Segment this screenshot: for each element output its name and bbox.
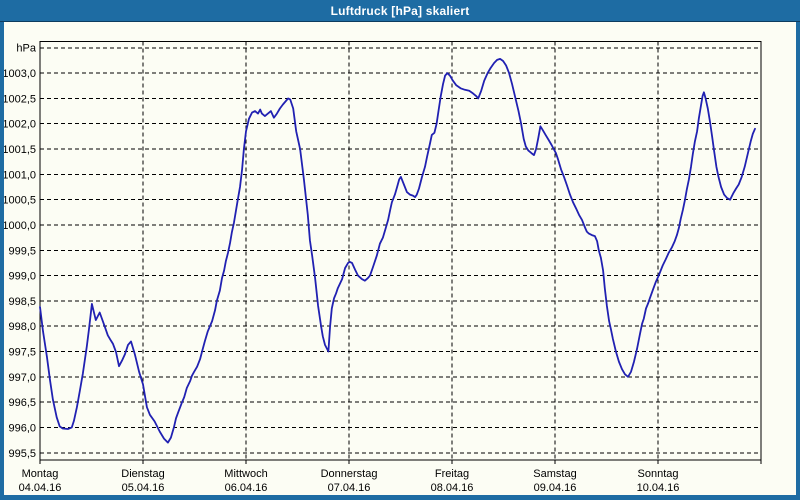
window-border-right <box>796 22 800 500</box>
y-tick-label: 998,0 <box>8 321 36 333</box>
y-tick-label: 995,5 <box>8 448 36 460</box>
y-tick-label: 997,5 <box>8 347 36 359</box>
y-tick-label: 998,5 <box>8 296 36 308</box>
x-day-label: Samstag <box>533 468 576 480</box>
x-day-label: Dienstag <box>121 468 164 480</box>
x-date-label: 10.04.16 <box>637 482 680 494</box>
x-date-label: 05.04.16 <box>122 482 165 494</box>
window-border-bottom <box>0 495 800 500</box>
y-tick-label: 1002,5 <box>2 93 36 105</box>
x-date-label: 09.04.16 <box>534 482 577 494</box>
y-tick-label: 1002,0 <box>2 119 36 131</box>
y-tick-label: 997,0 <box>8 372 36 384</box>
y-tick-label: 1000,0 <box>2 220 36 232</box>
window-title: Luftdruck [hPa] skaliert <box>330 3 470 18</box>
x-day-label: Sonntag <box>638 468 679 480</box>
x-date-label: 07.04.16 <box>328 482 371 494</box>
y-tick-label: 999,5 <box>8 245 36 257</box>
x-day-label: Freitag <box>435 468 469 480</box>
y-tick-label: 996,0 <box>8 422 36 434</box>
y-axis-unit-label: hPa <box>16 42 36 54</box>
y-tick-label: 996,5 <box>8 397 36 409</box>
pressure-line <box>39 58 756 444</box>
y-tick-label: 1003,0 <box>2 68 36 80</box>
y-tick-label: 1000,5 <box>2 195 36 207</box>
x-day-label: Mittwoch <box>224 468 267 480</box>
x-date-label: 06.04.16 <box>225 482 268 494</box>
y-tick-label: 1001,0 <box>2 169 36 181</box>
window-border-left <box>0 22 4 500</box>
pressure-chart: hPa 1003,0 1002,5 1002,0 1001,5 1001,0 1000,5 1… <box>2 41 762 494</box>
x-date-label: 04.04.16 <box>19 482 62 494</box>
plot-frame <box>39 41 762 461</box>
x-day-label: Montag <box>22 468 59 480</box>
y-tick-label: 1001,5 <box>2 144 36 156</box>
x-day-label: Donnerstag <box>321 468 378 480</box>
y-tick-label: 999,0 <box>8 271 36 283</box>
titlebar: Luftdruck [hPa] skaliert <box>0 0 800 22</box>
x-date-label: 08.04.16 <box>431 482 474 494</box>
